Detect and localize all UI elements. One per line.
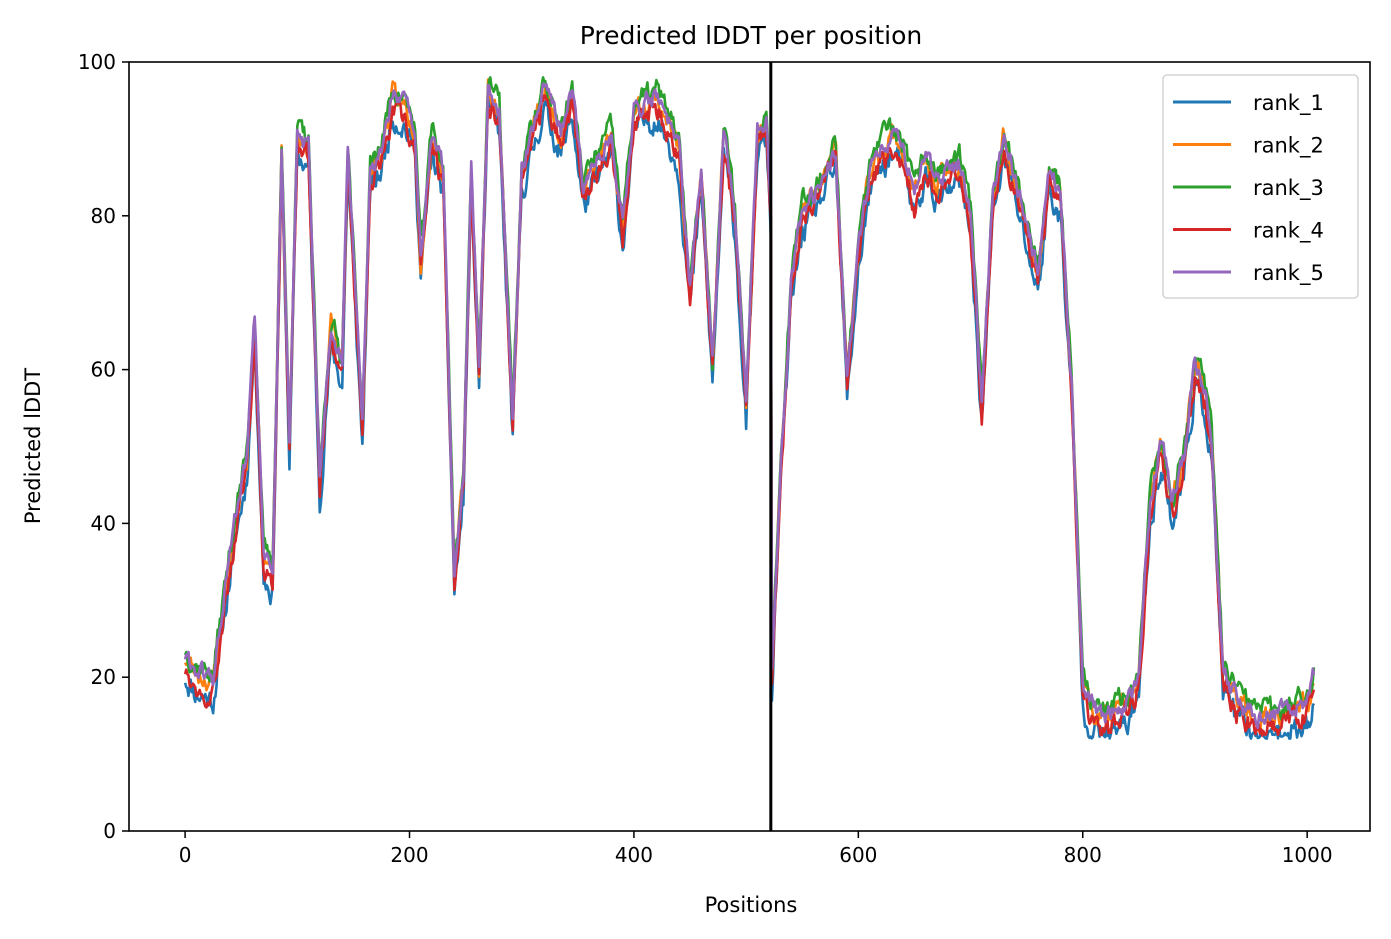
x-axis-label: Positions [705,893,798,917]
y-tick-label: 0 [103,819,116,843]
series-line-rank-4 [183,94,1316,737]
legend-label: rank_5 [1253,261,1324,286]
legend-label: rank_4 [1253,219,1324,244]
x-tick-label: 600 [839,843,877,867]
x-tick-label: 800 [1064,843,1102,867]
legend-frame [1162,74,1359,299]
series-line-rank-5 [183,82,1316,730]
x-tick-label: 400 [615,843,653,867]
legend-label: rank_3 [1253,176,1324,201]
series-line-rank-1 [183,91,1316,740]
y-tick-label: 20 [91,665,116,689]
x-tick-label: 200 [390,843,428,867]
legend-label: rank_2 [1253,134,1324,159]
y-axis: 0 20 40 60 80 100 [78,50,129,843]
x-axis: 0 200 400 600 800 1000 [179,831,1333,867]
x-tick-label: 1000 [1282,843,1333,867]
y-tick-label: 100 [78,50,116,74]
y-tick-label: 60 [91,358,116,382]
legend: rank_1 rank_2 rank_3 rank_4 rank_5 [1162,74,1359,299]
plot-frame [128,61,1371,832]
legend-label: rank_1 [1253,91,1324,116]
y-axis-label: Predicted lDDT [21,368,45,524]
series-layer [183,76,1316,740]
x-tick-label: 0 [179,843,192,867]
chart-title: Predicted lDDT per position [580,21,922,50]
y-tick-label: 80 [91,204,116,228]
y-tick-label: 40 [91,511,116,535]
